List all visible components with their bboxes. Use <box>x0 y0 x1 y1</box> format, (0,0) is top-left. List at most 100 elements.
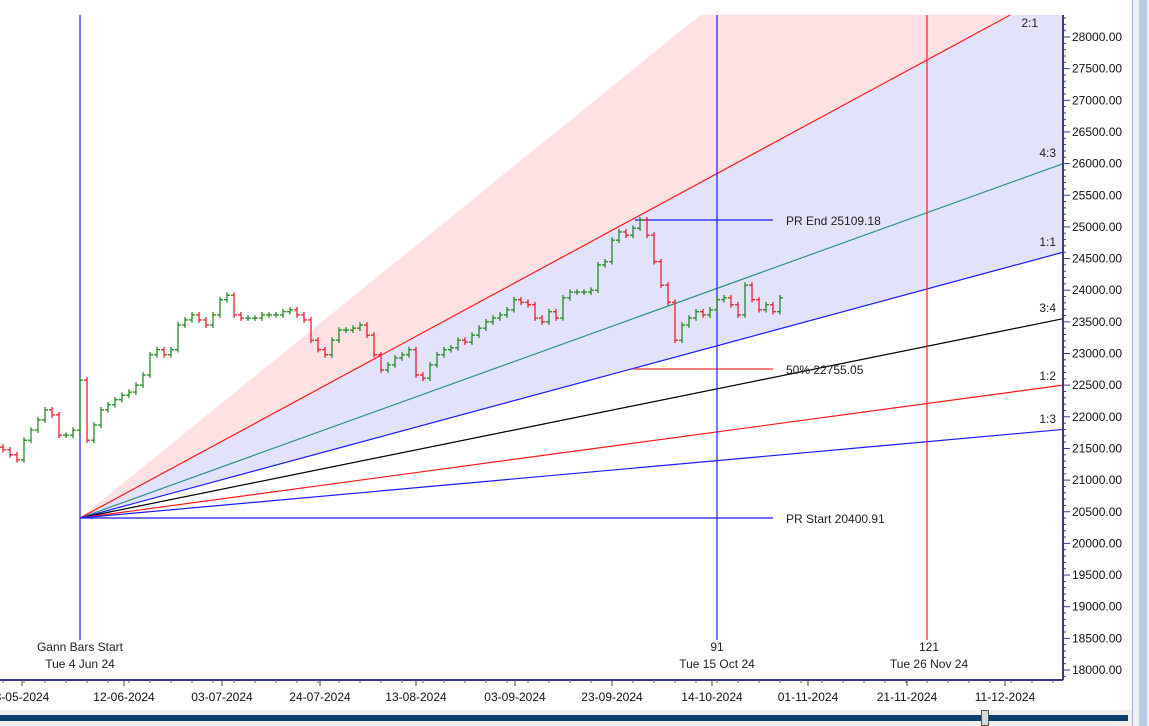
ohlc-bar <box>483 319 489 332</box>
ohlc-bar <box>98 406 104 428</box>
ohlc-bar <box>385 362 391 373</box>
price-axis: 28000.00 27500.00 27000.00 26500.00 26000.00… <box>0 15 1122 681</box>
level-label-50pct: 50% 22755.05 <box>786 363 864 377</box>
angle-label-4-3: 4:3 <box>1039 146 1056 160</box>
ohlc-bar <box>518 296 524 306</box>
ohlc-bar <box>301 312 307 323</box>
ohlc-bar <box>763 301 769 313</box>
ohlc-bar <box>294 306 300 318</box>
ohlc-bar <box>168 346 174 358</box>
ohlc-bar <box>735 301 741 318</box>
price-bars <box>0 217 783 463</box>
ohlc-bar <box>567 289 573 301</box>
ohlc-bar <box>630 225 636 238</box>
ohlc-bar <box>133 382 139 395</box>
ohlc-bar <box>196 312 202 323</box>
ohlc-bar <box>105 401 111 413</box>
ohlc-bar <box>616 229 622 244</box>
ohlc-bar <box>231 292 237 318</box>
ohlc-bar <box>56 412 62 439</box>
ohlc-bar <box>119 392 125 403</box>
ohlc-bar <box>343 327 349 333</box>
ohlc-bar <box>455 337 461 351</box>
ohlc-bar <box>126 389 132 399</box>
gann-line-3-4 <box>79 318 1064 519</box>
ohlc-bar <box>259 312 265 321</box>
ohlc-bar <box>224 292 230 303</box>
ohlc-bar <box>280 308 286 318</box>
ohlc-bar <box>329 337 335 358</box>
ohlc-bar <box>581 289 587 295</box>
date-tick-label: 01-11-2024 <box>778 690 839 704</box>
ohlc-bar <box>273 312 279 318</box>
ohlc-bar <box>595 262 601 294</box>
price-tick-label: 19000.00 <box>1072 600 1122 614</box>
ohlc-bar <box>728 294 734 308</box>
date-tick-label: 03-09-2024 <box>484 690 546 704</box>
ohlc-bar <box>721 294 727 303</box>
ohlc-bar <box>770 301 776 315</box>
ohlc-bar <box>175 322 181 353</box>
time-marker-date-121: Tue 26 Nov 24 <box>890 657 969 671</box>
price-tick-label: 24000.00 <box>1072 283 1122 297</box>
price-tick-label: 26500.00 <box>1072 125 1122 139</box>
ohlc-bar <box>476 325 482 338</box>
ohlc-bar <box>392 355 398 368</box>
ohlc-bar <box>364 322 370 338</box>
gann-line-1-1 <box>79 251 1064 519</box>
ohlc-bar <box>504 306 510 318</box>
ohlc-bar <box>427 362 433 382</box>
ohlc-bar <box>539 315 545 325</box>
ohlc-bar <box>161 346 167 358</box>
gann-line-1-3 <box>79 428 1064 519</box>
ohlc-bar <box>623 229 629 238</box>
scrollbar-thumb[interactable] <box>981 710 989 726</box>
ohlc-bar <box>77 377 83 433</box>
gann-chart[interactable]: 28000.00 27500.00 27000.00 26500.00 26000.00… <box>0 0 1132 710</box>
price-tick-label: 27000.00 <box>1072 93 1122 107</box>
price-tick-label: 21000.00 <box>1072 473 1122 487</box>
ohlc-bar <box>238 312 244 321</box>
ohlc-bar <box>14 451 20 463</box>
ohlc-bar <box>147 351 153 378</box>
ohlc-bar <box>406 346 412 358</box>
ohlc-bar <box>245 315 251 321</box>
ohlc-bar <box>91 422 97 444</box>
price-tick-label: 21500.00 <box>1072 441 1122 455</box>
angle-label-3-4: 3:4 <box>1039 301 1056 315</box>
ohlc-bar <box>28 427 34 444</box>
ohlc-bar <box>658 258 664 288</box>
ohlc-bar <box>308 317 314 344</box>
right-panel-scrollbar[interactable] <box>1132 0 1149 726</box>
ohlc-bar <box>350 325 356 333</box>
date-axis: 3-05-2024 12-06-2024 03-07-2024 24-07-2024 1… <box>0 680 1054 704</box>
date-tick-label: 13-08-2024 <box>385 690 447 704</box>
price-tick-label: 22500.00 <box>1072 378 1122 392</box>
ohlc-bar <box>357 322 363 332</box>
gann-fan <box>79 14 1064 519</box>
date-tick-label: 14-10-2024 <box>681 690 743 704</box>
gann-labels: Gann Bars Start Tue 4 Jun 24 91 Tue 15 O… <box>37 16 1056 671</box>
gann-line-4-3 <box>79 163 1064 519</box>
date-tick-label: 11-12-2024 <box>975 690 1036 704</box>
ohlc-bar <box>399 351 405 361</box>
price-tick-label: 19500.00 <box>1072 568 1122 582</box>
scrollbar-strip[interactable] <box>1139 0 1147 726</box>
ohlc-bar <box>672 299 678 344</box>
ohlc-bar <box>749 282 755 303</box>
price-tick-label: 18000.00 <box>1072 663 1122 677</box>
date-tick-label: 23-09-2024 <box>581 690 643 704</box>
time-markers <box>79 15 928 640</box>
ohlc-bar <box>21 437 27 463</box>
date-tick-label: 3-05-2024 <box>0 690 50 704</box>
ohlc-bar <box>84 377 90 444</box>
scrollbar-track[interactable] <box>0 715 1128 721</box>
gann-start-date: Tue 4 Jun 24 <box>45 657 115 671</box>
ohlc-bar <box>511 296 517 313</box>
ohlc-bar <box>287 306 293 315</box>
horizontal-scrollbar[interactable] <box>0 710 1132 726</box>
ohlc-bar <box>112 396 118 408</box>
ohlc-bar <box>707 306 713 318</box>
ohlc-bar <box>189 312 195 323</box>
ohlc-bar <box>532 301 538 321</box>
